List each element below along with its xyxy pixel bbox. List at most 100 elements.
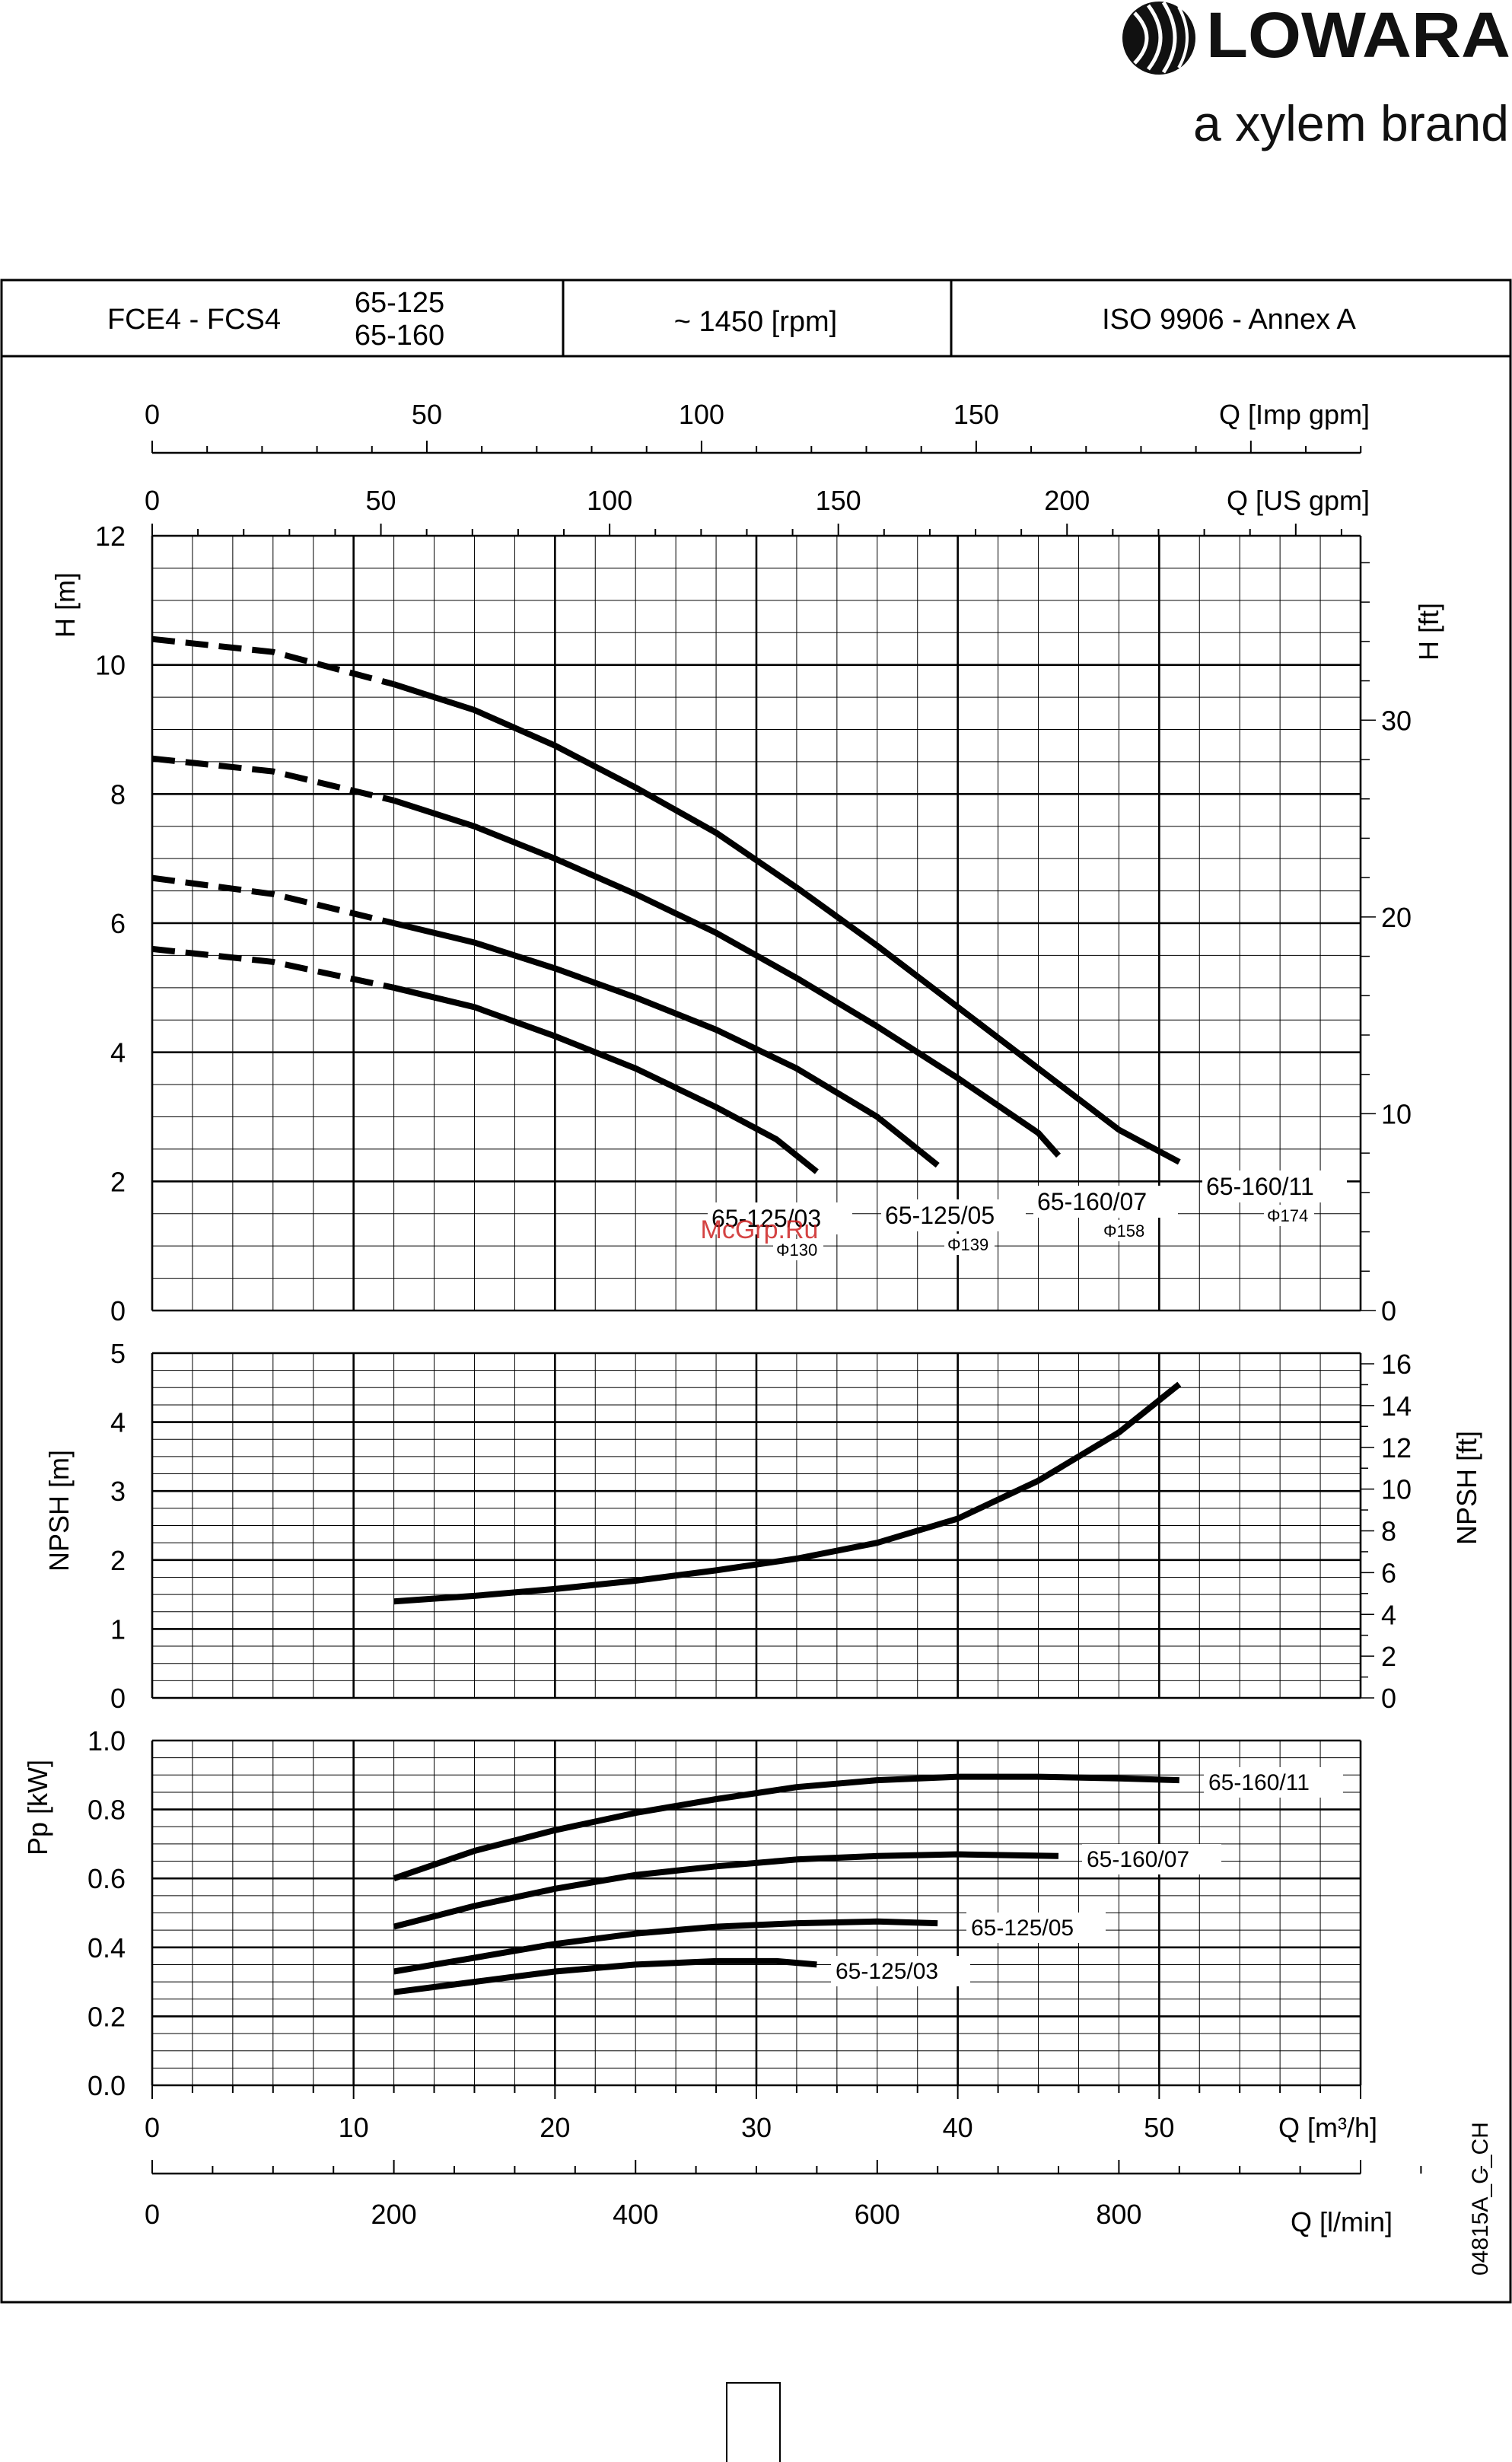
head-series-label-bg (1202, 1170, 1347, 1202)
npsh-y-tick: 4 (110, 1407, 126, 1438)
head-series-label-bg (881, 1199, 1026, 1231)
head-diameter-label: Φ158 (1103, 1221, 1144, 1241)
header-series: FCE4 - FCS4 (107, 304, 281, 336)
power-y-tick: 0.2 (88, 2001, 126, 2032)
head-y-tick: 2 (110, 1166, 126, 1197)
power-y-tick: 0.4 (88, 1932, 126, 1964)
head-y2-tick: 20 (1381, 902, 1412, 933)
head-y-tick: 4 (110, 1037, 126, 1069)
head-series-label: 65-125/03 (711, 1205, 821, 1232)
head-series-label: 65-160/11 (1206, 1173, 1314, 1200)
npsh-y-tick: 5 (110, 1338, 126, 1369)
head-curve-dashed (151, 755, 395, 804)
power-y-tick: 0.8 (88, 1795, 126, 1826)
power-y-label: Pp [kW] (22, 1760, 53, 1855)
power-series-label: 65-160/11 (1208, 1770, 1310, 1795)
head-diameter-label: Φ174 (1267, 1206, 1308, 1225)
head-y-tick: 6 (110, 908, 126, 939)
power-series-label-bg (1082, 1844, 1221, 1874)
head-grid (151, 534, 1362, 1312)
header-speed: ~ 1450 [rpm] (674, 306, 837, 338)
us-gpm-tick: 200 (1044, 485, 1090, 516)
m3h-tick: 30 (741, 2112, 772, 2143)
top-flow-axes: 0 50 100 150 Q [Imp gpm] 0 50 100 150 200 Q [US gp… (145, 399, 1370, 536)
power-series-label: 65-125/03 (836, 1959, 938, 1984)
power-curve (393, 1773, 1179, 1881)
head-y2-tick: 10 (1381, 1098, 1412, 1129)
lmin-tick: 800 (1096, 2199, 1141, 2230)
npsh-y2-tick: 2 (1381, 1641, 1396, 1672)
npsh-y-tick: 3 (110, 1476, 126, 1507)
npsh-y2-tick: 4 (1381, 1599, 1396, 1630)
watermark: McGrp.Ru (701, 1215, 819, 1244)
imp-gpm-tick: 150 (953, 399, 999, 430)
head-curve (393, 797, 1061, 1158)
power-curve (393, 1957, 817, 1995)
brand-name: LOWARA (1206, 0, 1510, 71)
head-curve-dashed (151, 945, 395, 991)
npsh-y2-tick: 0 (1381, 1683, 1396, 1714)
head-y2-tick: 30 (1381, 705, 1412, 736)
imp-gpm-tick: 100 (679, 399, 724, 430)
npsh-y2-tick: 14 (1381, 1390, 1412, 1422)
head-curve (393, 681, 1181, 1165)
head-series-label-bg (1033, 1186, 1178, 1218)
sheet-frame (0, 279, 1512, 2304)
npsh-y2-tick: 16 (1381, 1349, 1412, 1380)
power-curve (393, 1851, 1059, 1930)
header-models-bottom: 65-160 (355, 320, 444, 352)
npsh-y-tick: 2 (110, 1545, 126, 1576)
header-models-top: 65-125 (355, 287, 444, 319)
head-diameter-label-bg (1264, 1205, 1314, 1226)
head-y2-label: H [ft] (1413, 603, 1444, 661)
head-y-tick: 0 (110, 1295, 126, 1327)
bottom-flow-axes: 0 10 20 30 40 50 Q [m³/h] 0 200 400 600 800 Q [l/min… (145, 2085, 1482, 2237)
power-chart: 0.0 0.2 0.4 0.6 0.8 1.0 Pp [kW] 65-160/11 65-160… (22, 1725, 1362, 2101)
head-series-label-bg (708, 1202, 852, 1234)
head-curve (393, 984, 819, 1174)
npsh-y2-tick: 12 (1381, 1432, 1412, 1464)
npsh-y-tick: 0 (110, 1683, 126, 1714)
npsh-y2-tick: 6 (1381, 1557, 1396, 1588)
npsh-curves (393, 1381, 1182, 1605)
lowara-logo: LOWARA a xylem brand (1122, 0, 1510, 151)
m3h-tick: 20 (540, 2112, 570, 2143)
us-gpm-tick: 100 (587, 485, 632, 516)
lmin-tick: 0 (145, 2199, 160, 2230)
brand-tagline: a xylem brand (1193, 95, 1509, 151)
us-gpm-tick: 150 (816, 485, 861, 516)
lmin-tick: 400 (613, 2199, 658, 2230)
lmin-tick: 600 (855, 2199, 900, 2230)
power-y-tick: 0.0 (88, 2070, 126, 2101)
header-standard: ISO 9906 - Annex A (1102, 304, 1356, 336)
power-series-label: 65-125/05 (971, 1916, 1074, 1941)
head-y-tick: 8 (110, 779, 126, 810)
npsh-y2-tick: 10 (1381, 1474, 1412, 1505)
head-series-label: 65-125/05 (885, 1202, 995, 1229)
power-series-label-bg (966, 1913, 1106, 1943)
npsh-y2-label: NPSH [ft] (1451, 1431, 1482, 1545)
power-series-label-bg (831, 1956, 970, 1986)
lmin-tick: 200 (371, 2199, 417, 2230)
m3h-tick: 0 (145, 2112, 160, 2143)
power-labels: 0.0 0.2 0.4 0.6 0.8 1.0 Pp [kW] 65-160/11 65-160… (22, 1725, 1343, 2101)
page-number-box (726, 2382, 781, 2462)
us-gpm-tick: 50 (366, 485, 396, 516)
head-chart: 0 2 4 6 8 10 12 H [m] 0 10 20 30 H [ft] 65-160/11 Φ174… (49, 521, 1444, 1327)
head-diameter-label-bg (1100, 1220, 1151, 1241)
head-y-label: H [m] (49, 572, 81, 638)
head-curves (151, 635, 1181, 1174)
us-gpm-tick: 0 (145, 485, 160, 516)
npsh-curve (393, 1381, 1182, 1605)
imp-gpm-label: Q [Imp gpm] (1219, 399, 1370, 430)
head-y-tick: 12 (95, 521, 126, 552)
head-diameter-label-bg (773, 1239, 823, 1260)
lmin-axis-label: Q [l/min] (1291, 2206, 1393, 2237)
drawing-code: 04815A_C_CH (1468, 2122, 1493, 2276)
m3h-tick: 50 (1144, 2112, 1174, 2143)
m3h-axis-label: Q [m³/h] (1278, 2112, 1377, 2143)
power-curves (393, 1773, 1179, 1995)
power-curve (393, 1918, 938, 1975)
